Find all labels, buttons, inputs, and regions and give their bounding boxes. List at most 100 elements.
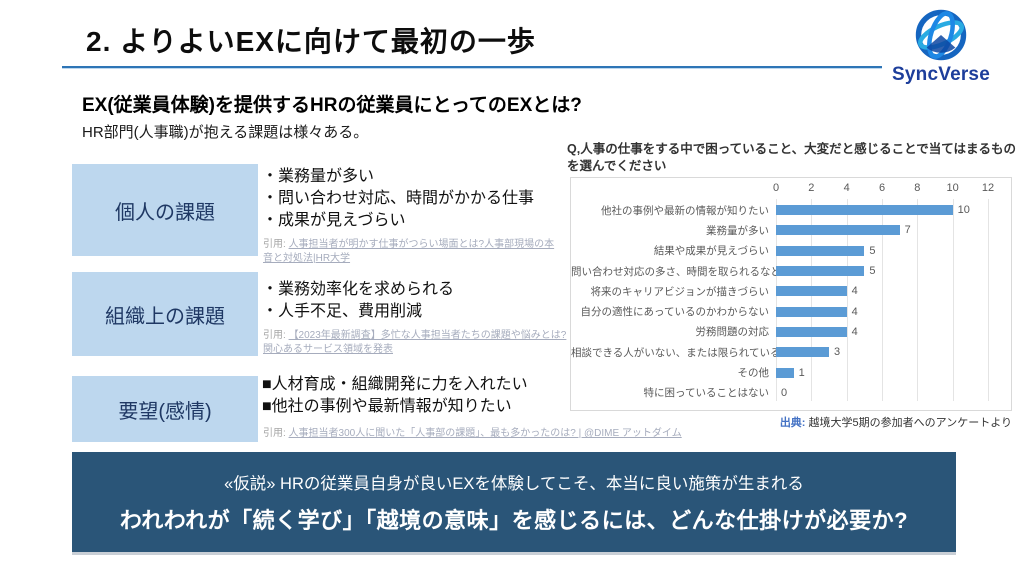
bullet-item: ・成果が見えづらい (262, 212, 406, 230)
chart-value-label: 7 (904, 224, 911, 237)
chart-bar-area: 4 (776, 281, 1007, 301)
chart-source-prefix: 出典: (779, 417, 806, 429)
gridline (811, 199, 813, 401)
chart-row: 相談できる人がいない、または限られている… 3 (571, 342, 1007, 362)
citation-personal: 引用: 人事担当者が明かす仕事がつらい場面とは?人事部現場の本音と対処法|HR大… (263, 238, 563, 265)
chart-row: 自分の適性にあっているのかわからない 4 (571, 301, 1007, 321)
chart-value-label: 4 (851, 325, 858, 338)
citation-link[interactable]: 人事担当者300人に聞いた「人事部の課題」、最も多かったのは? | @DIME … (288, 428, 682, 439)
chart-bar (776, 306, 847, 317)
chart-category-label: 労務問題の対応 (695, 326, 770, 339)
citation-prefix: 引用: (263, 239, 286, 250)
citation-link[interactable]: 人事担当者が明かす仕事がつらい場面とは?人事部現場の本音と対処法|HR大学 (263, 239, 555, 264)
page-title: 2. よりよいEXに向けて最初の一歩 (86, 26, 536, 57)
bullet-list-wishes: ■人材育成・組織開発に力を入れたい ■他社の事例や最新情報が知りたい (262, 374, 528, 418)
chart-bar-area: 3 (776, 342, 1007, 362)
gridline (988, 199, 989, 401)
bullet-item: ・問い合わせ対応、時間がかかる仕事 (262, 190, 535, 208)
chart-value-label: 0 (781, 386, 788, 399)
syncverse-logo: SyncVerse (886, 8, 996, 86)
chart-row: 結果や成果が見えづらい 5 (571, 241, 1007, 261)
chart-bar (776, 266, 865, 277)
chart-bar-area: 5 (776, 241, 1007, 261)
chart-bar-area: 10 (776, 200, 1007, 220)
chart-bar-area: 4 (776, 301, 1007, 321)
citation-wishes: 引用: 人事担当者300人に聞いた「人事部の課題」、最も多かったのは? | @D… (263, 427, 693, 441)
chart-value-label: 3 (834, 346, 841, 359)
bullet-item: ■他社の事例や最新情報が知りたい (262, 398, 512, 416)
citation-organization: 引用: 【2023年最新調査】多忙な人事担当者たちの課題や悩みとは?関心あるサー… (263, 329, 575, 356)
chart-row: その他 1 (571, 362, 1007, 382)
chart-category-label: 他社の事例や最新の情報が知りたい (601, 204, 769, 217)
axis-tick-label: 6 (878, 182, 886, 194)
chart-bar-area: 4 (776, 322, 1007, 342)
chart-rows: 他社の事例や最新の情報が知りたい 10 業務量が多い 7 結果や成果が見えづらい 5 問い合… (571, 200, 1007, 403)
chart-value-label: 5 (869, 244, 876, 257)
axis-tick-label: 12 (981, 182, 995, 194)
citation-link[interactable]: 【2023年最新調査】多忙な人事担当者たちの課題や悩みとは?関心あるサービス領域… (263, 330, 567, 355)
chart-bar-area: 5 (776, 261, 1007, 281)
citation-prefix: 引用: (263, 428, 286, 439)
chart-value-label: 5 (869, 265, 876, 278)
category-box-organization: 組織上の課題 (72, 272, 258, 356)
chart-value-label: 10 (957, 204, 970, 217)
title-underline (62, 66, 882, 69)
chart-row: 問い合わせ対応の多さ、時間を取られるなど 5 (571, 261, 1007, 281)
chart-category-label: 特に困っていることはない (643, 387, 769, 400)
chart-row: 労務問題の対応 4 (571, 322, 1007, 342)
globe-icon (914, 9, 968, 66)
chart-row: 将来のキャリアビジョンが描きづらい 4 (571, 281, 1007, 301)
bullet-list-organization: ・業務効率化を求められる ・人手不足、費用削減 (262, 279, 454, 323)
axis-tick-label: 4 (843, 182, 850, 194)
question-line: われわれが「続く学び」「越境の意味」を感じるには、どんな仕掛けが必要か? (119, 507, 909, 533)
chart-source: 出典: 越境大学5期の参加者へのアンケートより (570, 414, 1012, 430)
chart-value-label: 4 (851, 285, 858, 298)
survey-bar-chart: 0 2 4 6 8 10 12 他社の事例や最新の情報が知りたい 10 業務量が多い 7 結果や成果… (570, 177, 1012, 411)
chart-source-text: 越境大学5期の参加者へのアンケートより (805, 417, 1012, 429)
gridline (952, 199, 954, 401)
chart-bar (776, 245, 865, 256)
category-box-personal: 個人の課題 (72, 164, 258, 256)
chart-category-label: 結果や成果が見えづらい (653, 245, 769, 258)
gridline (846, 199, 848, 401)
lead-subheading: HR部門(人事職)が抱える課題は様々ある。 (82, 124, 369, 141)
axis-tick-label: 2 (808, 182, 815, 194)
chart-bar-area: 7 (776, 220, 1007, 240)
chart-row: 他社の事例や最新の情報が知りたい 10 (571, 200, 1007, 220)
bullet-item: ■人材育成・組織開発に力を入れたい (262, 376, 528, 393)
gridline (776, 199, 777, 401)
chart-row: 特に困っていることはない 0 (571, 383, 1007, 403)
lead-heading: EX(従業員体験)を提供するHRの従業員にとってのEXとは? (82, 95, 582, 116)
category-box-wishes: 要望(感情) (72, 376, 258, 442)
chart-category-label: 業務量が多い (706, 224, 769, 237)
axis-tick-label: 10 (946, 182, 959, 194)
chart-bar (776, 367, 794, 378)
chart-value-label: 4 (851, 305, 858, 318)
hypothesis-banner: «仮説» HRの従業員自身が良いEXを体験してこそ、本当に良い施策が生まれる わ… (72, 452, 956, 552)
chart-category-label: 問い合わせ対応の多さ、時間を取られるなど (571, 265, 776, 278)
bullet-item: ・人手不足、費用削減 (262, 303, 423, 321)
gridline (917, 199, 919, 401)
chart-bar (776, 347, 829, 358)
chart-row: 業務量が多い 7 (571, 220, 1007, 240)
bullet-list-personal: ・業務量が多い ・問い合わせ対応、時間がかかる仕事 ・成果が見えづらい (262, 166, 534, 232)
chart-bar (776, 286, 847, 297)
chart-category-label: 将来のキャリアビジョンが描きづらい (590, 285, 770, 298)
chart-question-title: Q,人事の仕事をする中で困っていること、大変だと感じることで当てはまるものを選ん… (567, 142, 1016, 173)
bullet-item: ・業務量が多い (262, 168, 375, 185)
chart-bar (776, 326, 847, 337)
bullet-item: ・業務効率化を求められる (262, 281, 455, 298)
chart-bar (776, 205, 953, 216)
gridline (882, 199, 883, 401)
chart-bar-area: 1 (776, 362, 1007, 382)
logo-text: SyncVerse (892, 64, 990, 85)
citation-prefix: 引用: (263, 330, 286, 341)
axis-tick-label: 0 (772, 182, 780, 194)
chart-value-label: 1 (798, 366, 805, 379)
chart-bar-area: 0 (776, 383, 1007, 403)
axis-tick-label: 8 (914, 182, 921, 194)
chart-category-label: 相談できる人がいない、または限られている… (571, 346, 776, 359)
chart-bar (776, 225, 900, 236)
chart-category-label: 自分の適性にあっているのかわからない (580, 306, 769, 319)
